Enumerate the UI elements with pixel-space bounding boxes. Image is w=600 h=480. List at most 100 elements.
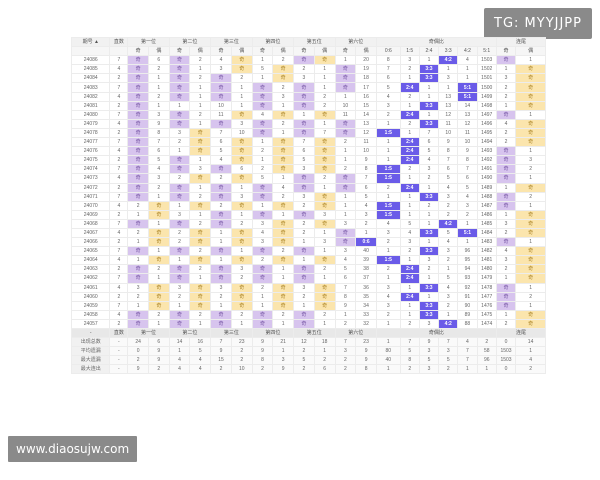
table-row[interactable]: 24066 2 1 奇 2 奇 1 奇 3 奇 1 3 奇 0:6 2 3 1 4 1 1483 奇 1 xyxy=(70,237,546,248)
data-cell: 3 xyxy=(495,218,517,229)
table-row[interactable]: 24076 4 奇 6 1 奇 5 奇 2 奇 6 奇 1 10 1 2:4 5 8 9 1493 奇 1 xyxy=(70,146,546,157)
data-cell: 奇 xyxy=(495,191,517,202)
data-cell: 奇 xyxy=(127,146,149,157)
data-cell: 奇 xyxy=(127,109,149,120)
data-cell: 3 xyxy=(147,109,170,120)
column-header-issue[interactable]: 期号 ▲ xyxy=(70,36,111,48)
table-row[interactable]: 24086 7 奇 6 奇 2 4 奇 1 2 奇奇 1 20 8 3 1 4:2 4 1503 奇 1 xyxy=(70,55,546,66)
data-cell: 6 xyxy=(147,146,170,157)
data-cell: 奇 xyxy=(313,282,336,293)
data-cell: 5 xyxy=(438,173,459,184)
subheader-even: 偶 xyxy=(230,46,253,57)
table-row[interactable]: 24060 2 2 奇 2 奇 2 奇 1 奇 2 奇 8 35 4 2:4 1 3 91 1477 奇 2 xyxy=(70,291,546,302)
data-cell: 1 xyxy=(438,309,459,320)
issue-number-cell: 24064 xyxy=(70,255,111,266)
summary-cell: 15 xyxy=(210,355,232,366)
data-cell: 2 xyxy=(334,164,357,175)
data-cell: 奇 xyxy=(127,118,149,129)
table-row[interactable]: 24079 4 奇 9 奇 1 奇 3 奇 2 奇 1 奇 13 1 2 3:3 11 12 1496 4 奇 xyxy=(70,118,546,129)
table-row[interactable]: 24085 4 奇 2 奇 1 3 奇 5 奇 2 1 奇 19 7 2 3:3 1 1 1502 1 奇 xyxy=(70,64,546,75)
data-cell: 11 xyxy=(438,118,459,129)
table-row[interactable]: 24071 7 奇 1 奇 2 奇 3 奇 2 3 奇 1 5 1 1 3:3 3 4 1488 奇 2 xyxy=(70,191,546,202)
data-cell: 4 xyxy=(399,227,420,239)
data-cell: 3 xyxy=(293,164,315,175)
data-cell: 1 xyxy=(313,273,336,284)
table-row[interactable]: 24077 7 奇 7 2 奇 6 奇 1 奇 7 奇 2 11 1 2:4 6 9 10 1494 2 奇 xyxy=(70,137,546,148)
data-cell: 2 xyxy=(355,218,377,229)
table-row[interactable]: 24057 2 奇 1 奇 1 奇 1 奇 1 奇 1 2 32 1 2 3 4:2 88 1474 2 奇 xyxy=(70,318,546,330)
table-row[interactable]: 24059 7 1 奇 1 奇 1 奇 1 奇 1 奇 9 34 3 1 3:3 2 90 1476 奇 1 xyxy=(70,300,546,311)
data-cell: 1490 xyxy=(476,173,497,184)
data-cell: 奇 xyxy=(189,291,212,302)
data-cell: 奇 xyxy=(515,118,546,129)
data-cell: 2 xyxy=(272,246,295,257)
table-row[interactable]: 24069 2 1 奇 3 1 奇 1 奇 1 奇 3 1 3 1:5 1 1 2 2 1486 1 奇 xyxy=(70,209,546,220)
table-row[interactable]: 24082 4 奇 2 奇 1 奇 1 奇 3 奇 2 1 16 4 2 1 13 5:1 1499 2 奇 xyxy=(70,91,546,102)
table-row[interactable]: 24074 7 奇 4 奇 3 奇 6 2 奇 3 奇 2 8 1:5 2 3 6 7 1491 奇 2 xyxy=(70,164,546,175)
data-cell: 奇 xyxy=(168,73,191,84)
data-cell: 奇 xyxy=(127,82,149,93)
data-cell: 4 xyxy=(438,237,459,248)
data-cell: 7 xyxy=(293,137,315,148)
table-row[interactable]: 24081 2 奇 1 1 1 10 1 奇 1 奇 2 10 15 3 1 3:3 13 14 1498 1 奇 xyxy=(70,100,546,111)
summary-cell: - xyxy=(109,355,129,366)
data-cell: 奇 xyxy=(127,264,149,275)
summary-cell: 18 xyxy=(313,337,336,348)
data-cell: 1 xyxy=(147,273,170,284)
table-row[interactable]: 24058 4 奇 2 奇 2 奇 2 奇 2 奇 2 1 33 2 1 3:3 1 89 1475 1 奇 xyxy=(70,309,546,320)
table-row[interactable]: 24078 2 奇 8 3 奇 7 10 奇 1 奇 7 奇 12 1:5 1 7 10 11 1495 2 奇 xyxy=(70,127,546,139)
data-cell: 奇 xyxy=(313,255,336,266)
data-cell: 2 xyxy=(168,291,191,302)
data-cell: 4 xyxy=(109,118,129,129)
table-row[interactable]: 24083 7 奇 1 奇 1 奇 1 奇 2 奇 1 奇 17 5 2:4 1 1 5:1 1500 2 奇 xyxy=(70,82,546,93)
data-cell: 1486 xyxy=(476,209,497,220)
data-cell: 9 xyxy=(147,118,170,129)
table-row[interactable]: 24073 4 奇 3 2 奇 2 奇 5 1 奇 2 奇 7 1:5 1 2 5 6 1490 奇 1 xyxy=(70,173,546,184)
data-cell: 1 xyxy=(189,155,212,166)
subheader-even: 偶 xyxy=(272,46,295,57)
data-cell: 2 xyxy=(210,200,232,211)
issue-number-cell: 24059 xyxy=(70,300,111,311)
table-row[interactable]: 24064 4 1 奇 1 奇 1 奇 2 奇 1 奇 4 39 1:5 1 3 2 95 1481 3 奇 xyxy=(70,255,546,266)
table-row[interactable]: 24063 2 奇 2 奇 2 奇 3 奇 1 奇 2 5 38 2 2:4 2 1 94 1480 2 奇 xyxy=(70,264,546,275)
data-cell: 4 xyxy=(147,164,170,175)
data-cell: 1 xyxy=(495,309,517,320)
table-row[interactable]: 24070 4 2 奇 1 奇 2 奇 1 奇 2 奇 1 4 1:5 1 2 2 3 1487 奇 1 xyxy=(70,200,546,211)
ratio-hit-cell: 4:2 xyxy=(438,318,459,330)
data-cell: 1499 xyxy=(476,91,497,102)
data-cell: 1 xyxy=(399,309,420,320)
data-cell: 1 xyxy=(168,255,191,266)
table-row[interactable]: 24084 2 奇 1 奇 2 奇 2 1 奇 3 1 奇 18 6 1 3:3 3 1 1501 3 奇 xyxy=(70,73,546,84)
table-row[interactable]: 24062 7 奇 1 奇 1 奇 2 奇 1 奇 1 6 37 1 2:4 1 5 93 1479 1 奇 xyxy=(70,273,546,284)
data-cell: 1 xyxy=(147,191,170,202)
summary-cell: - xyxy=(109,364,129,375)
data-cell: 12 xyxy=(438,109,459,120)
data-cell: 1 xyxy=(272,318,295,330)
table-row[interactable]: 24061 4 3 奇 3 奇 3 奇 2 奇 3 奇 7 36 3 1 3:3 4 92 1478 奇 1 xyxy=(70,282,546,293)
data-cell: 奇 xyxy=(293,182,315,193)
table-row[interactable]: 24072 2 奇 2 奇 1 奇 1 奇 4 奇 1 奇 6 2 2:4 1 4 5 1489 1 奇 xyxy=(70,182,546,193)
data-cell: 1 xyxy=(313,118,336,129)
table-row[interactable]: 24067 4 2 奇 2 奇 1 奇 4 奇 2 1 奇 1 3 4 3:3 5 5:1 1484 2 奇 xyxy=(70,227,546,239)
table-row[interactable]: 24080 7 奇 3 奇 2 11 奇 4 奇 1 奇 11 14 2 2:4 1 12 13 1497 奇 1 xyxy=(70,109,546,120)
data-cell: 33 xyxy=(355,309,377,320)
data-cell: 1493 xyxy=(476,146,497,157)
data-cell: 3 xyxy=(399,55,420,66)
summary-cell: 8 xyxy=(251,355,274,366)
data-cell: 2 xyxy=(438,300,459,311)
data-cell: 6 xyxy=(210,137,232,148)
summary-cell: 3 xyxy=(334,346,357,357)
summary-cell: 58 xyxy=(476,346,497,357)
data-cell: 2 xyxy=(375,109,401,120)
issue-number-cell: 24057 xyxy=(70,318,111,330)
table-row[interactable]: 24065 7 奇 1 奇 2 奇 1 奇 2 奇 1 3 40 1 2 3:3 3 96 1482 4 奇 xyxy=(70,246,546,257)
summary-cell: 2 xyxy=(313,355,336,366)
data-cell: 5 xyxy=(251,173,274,184)
summary-row: 最大遗漏 -2 9 4 4 15 2 8 3 5 2 2 9 40 8 5 5 7 96 1503 4 xyxy=(70,355,546,366)
data-cell: 奇 xyxy=(168,182,191,193)
table-row[interactable]: 24075 2 奇 5 奇 1 4 奇 1 奇 5 奇 1 9 1 2:4 4 7 8 1492 奇 3 xyxy=(70,155,546,166)
data-cell: 1 xyxy=(127,209,149,220)
data-cell: 奇 xyxy=(515,255,546,266)
summary-header-position: 第六位 xyxy=(334,327,377,339)
table-row[interactable]: 24068 7 奇 1 奇 2 奇 2 3 奇 2 奇 3 2 4 5 1 4:2 1 1485 3 奇 xyxy=(70,218,546,229)
